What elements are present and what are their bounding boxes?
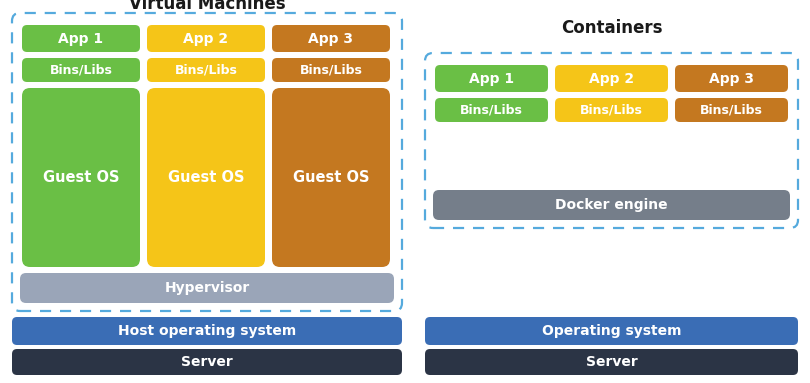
Text: Guest OS: Guest OS <box>43 170 119 185</box>
FancyBboxPatch shape <box>147 58 265 82</box>
FancyBboxPatch shape <box>425 317 798 345</box>
FancyBboxPatch shape <box>147 25 265 52</box>
Text: App 3: App 3 <box>709 72 754 85</box>
Text: App 1: App 1 <box>469 72 514 85</box>
FancyBboxPatch shape <box>272 58 390 82</box>
Text: Server: Server <box>181 355 233 369</box>
FancyBboxPatch shape <box>675 98 788 122</box>
FancyBboxPatch shape <box>555 98 668 122</box>
FancyBboxPatch shape <box>272 88 390 267</box>
Text: Bins/Libs: Bins/Libs <box>175 64 237 77</box>
Text: Virtual Machines: Virtual Machines <box>129 0 285 13</box>
Text: Guest OS: Guest OS <box>292 170 369 185</box>
Text: Guest OS: Guest OS <box>168 170 245 185</box>
Text: Hypervisor: Hypervisor <box>164 281 249 295</box>
Text: Containers: Containers <box>561 19 663 37</box>
FancyBboxPatch shape <box>435 65 548 92</box>
Text: Bins/Libs: Bins/Libs <box>460 103 523 116</box>
FancyBboxPatch shape <box>12 317 402 345</box>
FancyBboxPatch shape <box>22 58 140 82</box>
FancyBboxPatch shape <box>20 273 394 303</box>
Text: Operating system: Operating system <box>542 324 681 338</box>
FancyBboxPatch shape <box>433 190 790 220</box>
FancyBboxPatch shape <box>675 65 788 92</box>
Text: Bins/Libs: Bins/Libs <box>300 64 362 77</box>
FancyBboxPatch shape <box>555 65 668 92</box>
FancyBboxPatch shape <box>147 88 265 267</box>
FancyBboxPatch shape <box>12 349 402 375</box>
Text: Docker engine: Docker engine <box>555 198 667 212</box>
FancyBboxPatch shape <box>425 349 798 375</box>
Text: Bins/Libs: Bins/Libs <box>580 103 643 116</box>
FancyBboxPatch shape <box>435 98 548 122</box>
Text: App 1: App 1 <box>58 31 104 46</box>
Text: Server: Server <box>586 355 637 369</box>
FancyBboxPatch shape <box>272 25 390 52</box>
Text: Bins/Libs: Bins/Libs <box>700 103 763 116</box>
FancyBboxPatch shape <box>22 25 140 52</box>
Text: App 3: App 3 <box>309 31 353 46</box>
Text: Host operating system: Host operating system <box>118 324 296 338</box>
Text: App 2: App 2 <box>183 31 228 46</box>
Text: App 2: App 2 <box>589 72 634 85</box>
Text: Bins/Libs: Bins/Libs <box>49 64 113 77</box>
FancyBboxPatch shape <box>22 88 140 267</box>
